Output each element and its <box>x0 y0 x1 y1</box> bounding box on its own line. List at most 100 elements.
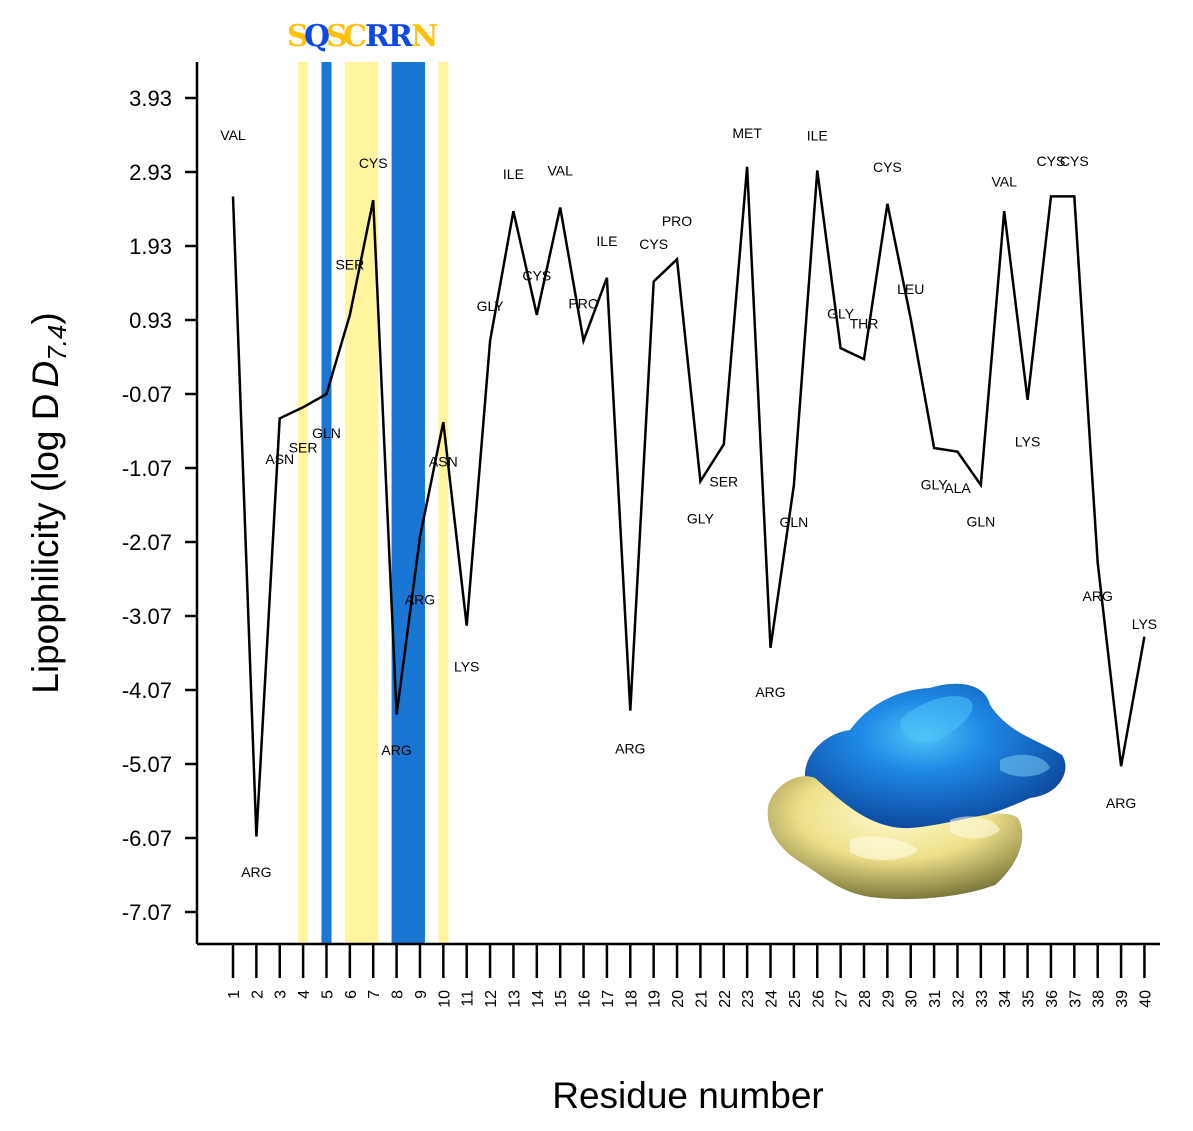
residue-label-16: PRO <box>568 296 598 312</box>
y-tick-label-10: -5.07 <box>122 752 172 777</box>
residue-label-10: ASN <box>429 453 458 469</box>
x-tick-label-40: 40 <box>1137 990 1154 1008</box>
residue-label-4: SER <box>289 439 318 455</box>
x-tick-label-20: 20 <box>670 990 687 1008</box>
x-tick-label-30: 30 <box>904 990 921 1008</box>
residue-label-7: CYS <box>359 155 388 171</box>
x-tick-label-10: 10 <box>436 990 453 1008</box>
highlight-band-1 <box>298 62 309 944</box>
x-tick-label-23: 23 <box>740 990 757 1008</box>
residue-labels: VALARGASNSERGLNSERCYSARGARGASNLYSGLYILEC… <box>220 125 1157 880</box>
y-tick-label-11: -6.07 <box>122 826 172 851</box>
sequence-letter-3: S <box>326 19 348 54</box>
x-tick-label-9: 9 <box>413 990 430 999</box>
highlight-band-4 <box>391 62 425 944</box>
residue-label-12: GLY <box>477 298 505 314</box>
x-tick-label-13: 13 <box>506 990 523 1008</box>
axes <box>195 62 1160 946</box>
residue-label-13: ILE <box>503 166 524 182</box>
residue-label-17: ILE <box>596 233 617 249</box>
x-tick-label-25: 25 <box>787 990 804 1008</box>
x-tick-label-32: 32 <box>950 990 967 1008</box>
x-tick-label-24: 24 <box>764 990 781 1008</box>
x-tick-label-8: 8 <box>390 990 407 999</box>
y-tick-label-6: -1.07 <box>122 456 172 481</box>
x-tick-label-2: 2 <box>249 990 266 999</box>
residue-label-24: ARG <box>755 684 785 700</box>
x-tick-label-5: 5 <box>319 990 336 999</box>
x-tick-label-27: 27 <box>834 990 851 1008</box>
residue-label-5: GLN <box>312 425 341 441</box>
residue-label-18: ARG <box>615 740 645 756</box>
x-tick-label-39: 39 <box>1114 990 1131 1008</box>
x-tick-label-18: 18 <box>623 990 640 1008</box>
y-tick-label-7: -2.07 <box>122 530 172 555</box>
residue-label-14: CYS <box>522 268 551 284</box>
sequence-letter-2: Q <box>304 19 330 54</box>
residue-label-32: ALA <box>944 480 971 496</box>
residue-label-19: CYS <box>639 236 668 252</box>
x-tick-label-34: 34 <box>997 990 1014 1008</box>
x-tick-label-17: 17 <box>600 990 617 1008</box>
sequence-letter-5: R <box>365 19 391 54</box>
residue-label-38: ARG <box>1083 588 1113 604</box>
x-tick-label-14: 14 <box>530 990 547 1008</box>
y-ticks: 3.93 2.93 1.93 0.93 -0.07 -1.07 -2.07 -3.07 -4.0… <box>122 86 197 925</box>
residue-label-25: GLN <box>779 514 808 530</box>
residue-label-20: PRO <box>662 213 692 229</box>
x-tick-label-7: 7 <box>366 990 383 999</box>
y-tick-label-1: 3.93 <box>129 86 172 111</box>
protein-surface-image <box>767 683 1066 900</box>
y-tick-label-12: -7.07 <box>122 900 172 925</box>
y-axis-title-italic: D <box>25 361 66 388</box>
x-tick-label-15: 15 <box>553 990 570 1008</box>
x-tick-label-16: 16 <box>577 990 594 1008</box>
residue-label-26: ILE <box>807 128 828 144</box>
x-tick-label-1: 1 <box>226 990 243 999</box>
residue-label-1: VAL <box>220 127 246 143</box>
sequence-letter-1: S <box>287 19 309 54</box>
y-tick-label-2: 2.93 <box>129 160 172 185</box>
highlight-band-5 <box>438 62 449 944</box>
residue-label-36: CYS <box>1037 153 1066 169</box>
residue-label-31: GLY <box>921 476 949 492</box>
residue-label-35: LYS <box>1015 433 1040 449</box>
y-axis-title: Lipophilicity (log D D7.4) <box>25 312 72 693</box>
residue-label-3: ASN <box>265 451 294 467</box>
highlight-band-3 <box>344 62 379 944</box>
series-line <box>231 166 1146 837</box>
x-ticks: 1 2 3 4 5 6 7 8 9 10 11 12 13 14 15 16 17 18 19 20 21 22 23 24 2… <box>226 944 1154 1008</box>
x-axis-title: Residue number <box>552 1075 823 1116</box>
x-tick-label-33: 33 <box>974 990 991 1008</box>
residue-label-9: ARG <box>405 592 435 608</box>
x-tick-label-29: 29 <box>880 990 897 1008</box>
residue-label-6: SER <box>335 257 364 273</box>
x-tick-label-31: 31 <box>927 990 944 1008</box>
residue-label-11: LYS <box>454 658 479 674</box>
highlight-bands <box>298 62 449 944</box>
x-tick-label-4: 4 <box>296 990 313 999</box>
x-tick-label-36: 36 <box>1044 990 1061 1008</box>
highlight-band-2 <box>321 62 332 944</box>
residue-label-37: CYS <box>1060 153 1089 169</box>
y-axis-title-close: ) <box>25 312 66 324</box>
residue-label-2: ARG <box>241 864 271 880</box>
x-tick-label-11: 11 <box>460 990 477 1007</box>
residue-label-21: GLY <box>687 510 715 526</box>
x-tick-label-22: 22 <box>717 990 734 1008</box>
x-tick-label-28: 28 <box>857 990 874 1008</box>
x-tick-label-38: 38 <box>1091 990 1108 1008</box>
y-tick-label-5: -0.07 <box>122 382 172 407</box>
sequence-letter-4: C <box>343 19 367 54</box>
y-tick-label-4: 0.93 <box>129 308 172 333</box>
y-axis-title-main: Lipophilicity (log D <box>25 393 66 693</box>
y-tick-label-9: -4.07 <box>122 678 172 703</box>
residue-label-39: ARG <box>1106 795 1136 811</box>
sequence-letter-6: R <box>388 19 414 54</box>
residue-label-27: GLY <box>827 305 855 321</box>
residue-label-40: LYS <box>1132 616 1157 632</box>
x-tick-label-21: 21 <box>693 990 710 1008</box>
x-tick-label-3: 3 <box>273 990 290 999</box>
